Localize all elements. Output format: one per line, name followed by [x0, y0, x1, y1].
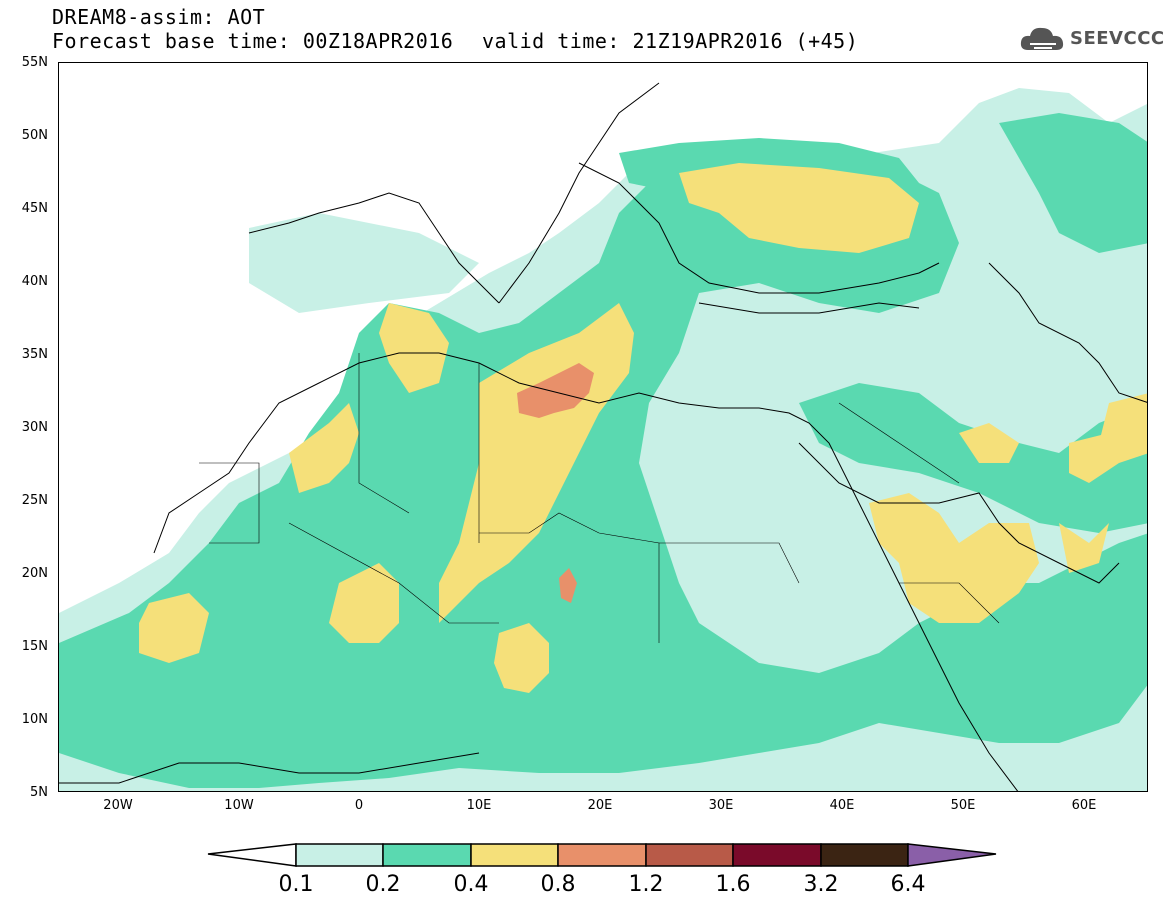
lat-label: 55N — [21, 55, 48, 70]
lat-label: 30N — [21, 420, 48, 435]
cbar-label: 0.4 — [453, 872, 489, 897]
cbar-label: 1.6 — [715, 872, 751, 897]
lat-label: 35N — [21, 347, 48, 362]
lat-label: 10N — [21, 712, 48, 727]
cbar-seg — [645, 843, 734, 867]
valid-time: valid time: 21Z19APR2016 (+45) — [482, 29, 859, 53]
cbar-seg — [470, 843, 559, 867]
cbar-seg — [820, 843, 909, 867]
lon-label: 10W — [224, 798, 254, 813]
logo-text: SEEVCCC — [1070, 28, 1165, 49]
cbar-label: 3.2 — [803, 872, 839, 897]
lon-label: 50E — [950, 798, 976, 813]
cbar-seg — [295, 843, 384, 867]
lon-label: 60E — [1071, 798, 1097, 813]
aot-map — [58, 62, 1148, 792]
lon-label: 30E — [708, 798, 734, 813]
lon-label: 40E — [829, 798, 855, 813]
cbar-tri-high — [907, 843, 997, 867]
lat-label: 15N — [21, 639, 48, 654]
lon-label: 10E — [466, 798, 492, 813]
lat-label: 25N — [21, 493, 48, 508]
borders — [199, 353, 1000, 643]
cbar-seg — [382, 843, 472, 867]
lat-label: 20N — [21, 566, 48, 581]
cloud-icon — [1020, 27, 1064, 50]
map-title: DREAM8-assim: AOT — [52, 5, 266, 29]
cbar-tri-low — [207, 843, 297, 867]
aot-field — [59, 82, 1147, 791]
lon-label: 20W — [103, 798, 133, 813]
cbar-seg — [732, 843, 822, 867]
lon-label: 0 — [354, 798, 364, 813]
cbar-label: 6.4 — [890, 872, 926, 897]
lat-label: 45N — [21, 201, 48, 216]
lon-label: 20E — [587, 798, 613, 813]
colorbar — [207, 843, 997, 867]
cbar-label: 0.8 — [540, 872, 576, 897]
aot-band-0.8 — [517, 363, 594, 603]
lat-label: 40N — [21, 274, 48, 289]
base-time: Forecast base time: 00Z18APR2016 — [52, 29, 454, 53]
cbar-label: 1.2 — [628, 872, 664, 897]
lat-label: 5N — [30, 785, 48, 800]
coastlines — [59, 82, 1147, 791]
cbar-label: 0.2 — [365, 872, 401, 897]
cbar-label: 0.1 — [278, 872, 314, 897]
seevccc-logo: SEEVCCC — [1018, 22, 1164, 56]
cbar-seg — [557, 843, 647, 867]
lat-label: 50N — [21, 128, 48, 143]
